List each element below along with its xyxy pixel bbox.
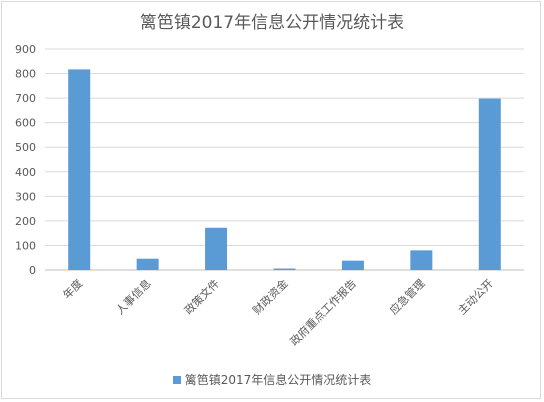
bar [205,227,228,270]
x-tick-label: 年度 [60,276,85,301]
bar [273,268,296,270]
bar [341,260,364,270]
bar [478,98,501,270]
bar [136,258,159,270]
bar [68,69,91,271]
x-tick-label: 应急管理 [386,276,427,317]
y-tick-label: 100 [15,239,36,252]
x-tick-label: 政策文件 [181,276,222,317]
legend-label: 篱笆镇2017年信息公开情况统计表 [184,373,372,387]
x-tick-label: 主动公开 [456,277,496,317]
y-tick-label: 200 [15,215,36,228]
bar [410,250,433,270]
y-tick-label: 0 [29,264,36,277]
y-tick-label: 500 [15,141,36,154]
y-tick-label: 600 [15,117,36,130]
x-tick-label: 人事信息 [113,276,154,317]
y-tick-label: 400 [15,166,36,179]
y-tick-label: 800 [15,68,36,81]
y-tick-label: 700 [15,92,36,105]
legend-swatch [172,376,181,384]
legend: 篱笆镇2017年信息公开情况统计表 [0,371,544,388]
chart-title: 篱笆镇2017年信息公开情况统计表 [139,13,405,33]
x-tick-label: 政府重点工作报告 [287,276,359,348]
y-tick-label: 300 [15,190,36,203]
x-tick-label: 财政资金 [250,276,291,317]
y-tick-label: 900 [15,43,36,56]
